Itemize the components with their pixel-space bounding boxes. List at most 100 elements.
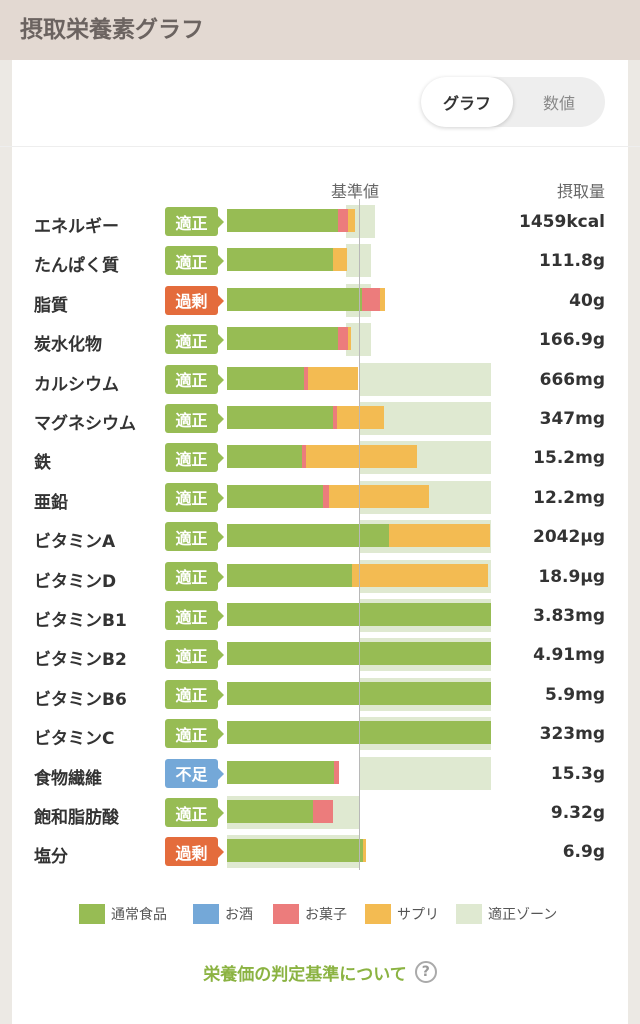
bar-segment-supp (328, 484, 429, 508)
bar-segment-supp (306, 445, 418, 469)
status-badge: 適正 (165, 719, 224, 749)
nutrient-row: 飽和脂肪酸 適正 9.32g (0, 795, 640, 834)
criteria-link[interactable]: 栄養価の判定基準について ? (0, 957, 640, 987)
nutrient-name: 脂質 (34, 295, 68, 316)
intake-value: 15.2mg (533, 448, 605, 469)
nutrient-name: 塩分 (34, 847, 68, 868)
nutrient-row: ビタミンB6 適正 5.9mg (0, 677, 640, 716)
status-badge: 適正 (165, 561, 224, 591)
bar-segment-snack (312, 800, 333, 823)
nutrient-name: ビタミンB2 (34, 650, 127, 671)
nutrient-row: 食物繊維 不足 15.3g (0, 756, 640, 795)
status-badge: 適正 (165, 443, 224, 473)
intake-value: 6.9g (562, 842, 605, 863)
zone-band (359, 362, 491, 396)
page-title: 摂取栄養素グラフ (20, 17, 204, 43)
status-badge: 適正 (165, 522, 224, 552)
nutrient-row: ビタミンB2 適正 4.91mg (0, 637, 640, 676)
nutrient-name: 亜鉛 (34, 492, 68, 513)
bar-segment-snack (361, 287, 381, 311)
nutrient-row: カルシウム 適正 666mg (0, 362, 640, 401)
zone-band (359, 756, 491, 790)
nutrient-row: ビタミンD 適正 18.9μg (0, 559, 640, 598)
nutrient-name: ビタミンB1 (34, 611, 127, 631)
legend-label: お酒 (225, 907, 253, 923)
help-icon[interactable]: ? (414, 961, 437, 983)
nutrient-row: たんぱく質 適正 111.8g (0, 243, 640, 282)
nutrient-name: 炭水化物 (34, 335, 102, 356)
status-badge: 適正 (165, 601, 224, 630)
bar-segment-supp (362, 839, 366, 863)
intake-value: 12.2mg (533, 487, 605, 508)
bar-segment-snack (332, 406, 337, 429)
bar-segment-food (227, 524, 390, 548)
nutrient-row: ビタミンB1 適正 3.83mg (0, 598, 640, 637)
intake-value: 9.32g (550, 803, 605, 823)
bar-segment-food (227, 209, 338, 232)
legend-label: 通常食品 (111, 907, 167, 923)
intake-value: 4.91mg (533, 645, 605, 666)
bar-segment-snack (333, 760, 340, 784)
nutrient-row: 脂質 過剰 40g (0, 283, 640, 322)
status-badge: 不足 (165, 758, 224, 788)
legend-swatch (456, 904, 482, 924)
bar-segment-snack (303, 366, 308, 390)
status-badge: 適正 (165, 679, 224, 709)
bar-segment-food (227, 287, 362, 311)
baseline-header: 基準値 (331, 182, 380, 201)
bar-segment-food (227, 484, 324, 508)
legend-item-supp: サプリ (365, 902, 439, 926)
nutrient-row: 亜鉛 適正 12.2mg (0, 480, 640, 519)
status-badge: 適正 (165, 207, 224, 236)
value-view-button[interactable]: 数値 (542, 94, 575, 113)
nutrient-row: ビタミンA 適正 2042μg (0, 519, 640, 558)
legend-item-food: 通常食品 (79, 902, 167, 926)
intake-value: 1459kcal (519, 212, 605, 232)
nutrient-row: マグネシウム 適正 347mg (0, 401, 640, 440)
legend-item-snack: お菓子 (273, 902, 347, 926)
bar-segment-food (227, 327, 338, 351)
bar-segment-snack (337, 327, 349, 351)
bar-segment-food (227, 839, 363, 863)
bar-segment-supp (348, 209, 356, 232)
status-badge: 過剰 (165, 837, 224, 867)
intake-header: 摂取量 (556, 182, 605, 201)
bar-segment-food (227, 406, 333, 429)
intake-value: 166.9g (539, 330, 605, 351)
bar-segment-food (227, 800, 313, 823)
legend-swatch (79, 904, 105, 924)
status-badge: 適正 (165, 364, 224, 394)
divider (0, 146, 640, 147)
nutrient-name: 飽和脂肪酸 (34, 808, 119, 828)
legend-swatch (273, 904, 299, 924)
nutrient-row: 塩分 過剰 6.9g (0, 834, 640, 873)
bar-segment-supp (348, 327, 352, 351)
legend-item-alcohol: お酒 (193, 902, 253, 926)
view-toggle[interactable]: グラフ 数値 (421, 77, 605, 127)
status-badge: 適正 (165, 798, 224, 827)
legend-label: 適正ゾーン (488, 907, 558, 923)
bar-segment-snack (302, 445, 307, 469)
nutrient-row: ビタミンC 適正 323mg (0, 716, 640, 755)
nutrient-name: ビタミンD (34, 571, 117, 592)
nutrient-name: 鉄 (34, 453, 51, 474)
intake-value: 666mg (539, 369, 605, 390)
intake-value: 111.8g (539, 251, 605, 272)
bar-segment-supp (336, 406, 385, 429)
legend-swatch (193, 904, 219, 924)
bar-segment-food (227, 760, 334, 784)
intake-value: 40g (569, 290, 605, 311)
graph-view-button[interactable]: グラフ (421, 77, 513, 127)
header: 摂取栄養素グラフ (0, 0, 640, 60)
intake-value: 15.3g (550, 763, 605, 784)
bar-segment-food (227, 445, 303, 469)
legend-label: サプリ (397, 907, 439, 923)
zone-band (345, 244, 371, 278)
bar-segment-food (227, 366, 304, 390)
nutrient-row: 鉄 適正 15.2mg (0, 440, 640, 479)
nutrient-name: たんぱく質 (34, 256, 119, 277)
status-badge: 過剰 (165, 285, 224, 315)
intake-value: 5.9mg (545, 684, 605, 705)
criteria-link-label: 栄養価の判定基準について (203, 964, 407, 985)
nutrient-name: ビタミンA (34, 532, 116, 553)
